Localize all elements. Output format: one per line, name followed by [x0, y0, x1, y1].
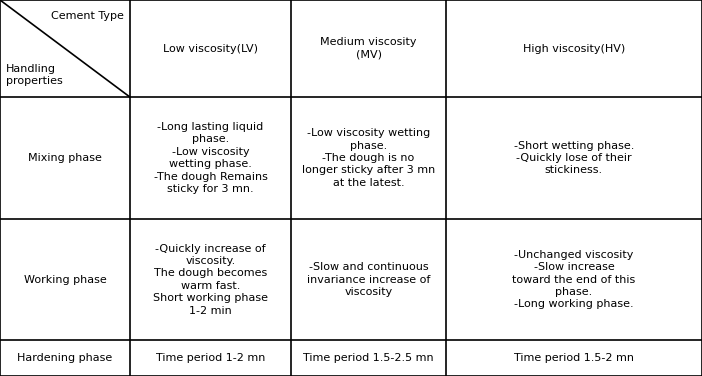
Text: Medium viscosity
(MV): Medium viscosity (MV) — [320, 37, 417, 60]
Text: -Slow and continuous
invariance increase of
viscosity: -Slow and continuous invariance increase… — [307, 262, 430, 297]
Text: Time period 1.5-2 mn: Time period 1.5-2 mn — [514, 353, 634, 363]
Text: Time period 1.5-2.5 mn: Time period 1.5-2.5 mn — [303, 353, 434, 363]
Text: -Low viscosity wetting
phase.
-The dough is no
longer sticky after 3 mn
at the l: -Low viscosity wetting phase. -The dough… — [302, 128, 435, 188]
Text: Handling
properties: Handling properties — [6, 64, 62, 86]
Text: -Long lasting liquid
phase.
-Low viscosity
wetting phase.
-The dough Remains
sti: -Long lasting liquid phase. -Low viscosi… — [154, 122, 267, 194]
Text: Working phase: Working phase — [24, 274, 106, 285]
Text: -Quickly increase of
viscosity.
The dough becomes
warm fast.
Short working phase: -Quickly increase of viscosity. The doug… — [153, 244, 268, 315]
Text: Hardening phase: Hardening phase — [18, 353, 112, 363]
Text: Cement Type: Cement Type — [51, 11, 124, 21]
Text: Time period 1-2 mn: Time period 1-2 mn — [156, 353, 265, 363]
Text: -Unchanged viscosity
-Slow increase
toward the end of this
phase.
-Long working : -Unchanged viscosity -Slow increase towa… — [512, 250, 635, 309]
Text: Mixing phase: Mixing phase — [28, 153, 102, 163]
Text: High viscosity(HV): High viscosity(HV) — [523, 44, 625, 53]
Text: Low viscosity(LV): Low viscosity(LV) — [163, 44, 258, 53]
Text: -Short wetting phase.
-Quickly lose of their
stickiness.: -Short wetting phase. -Quickly lose of t… — [514, 141, 634, 175]
